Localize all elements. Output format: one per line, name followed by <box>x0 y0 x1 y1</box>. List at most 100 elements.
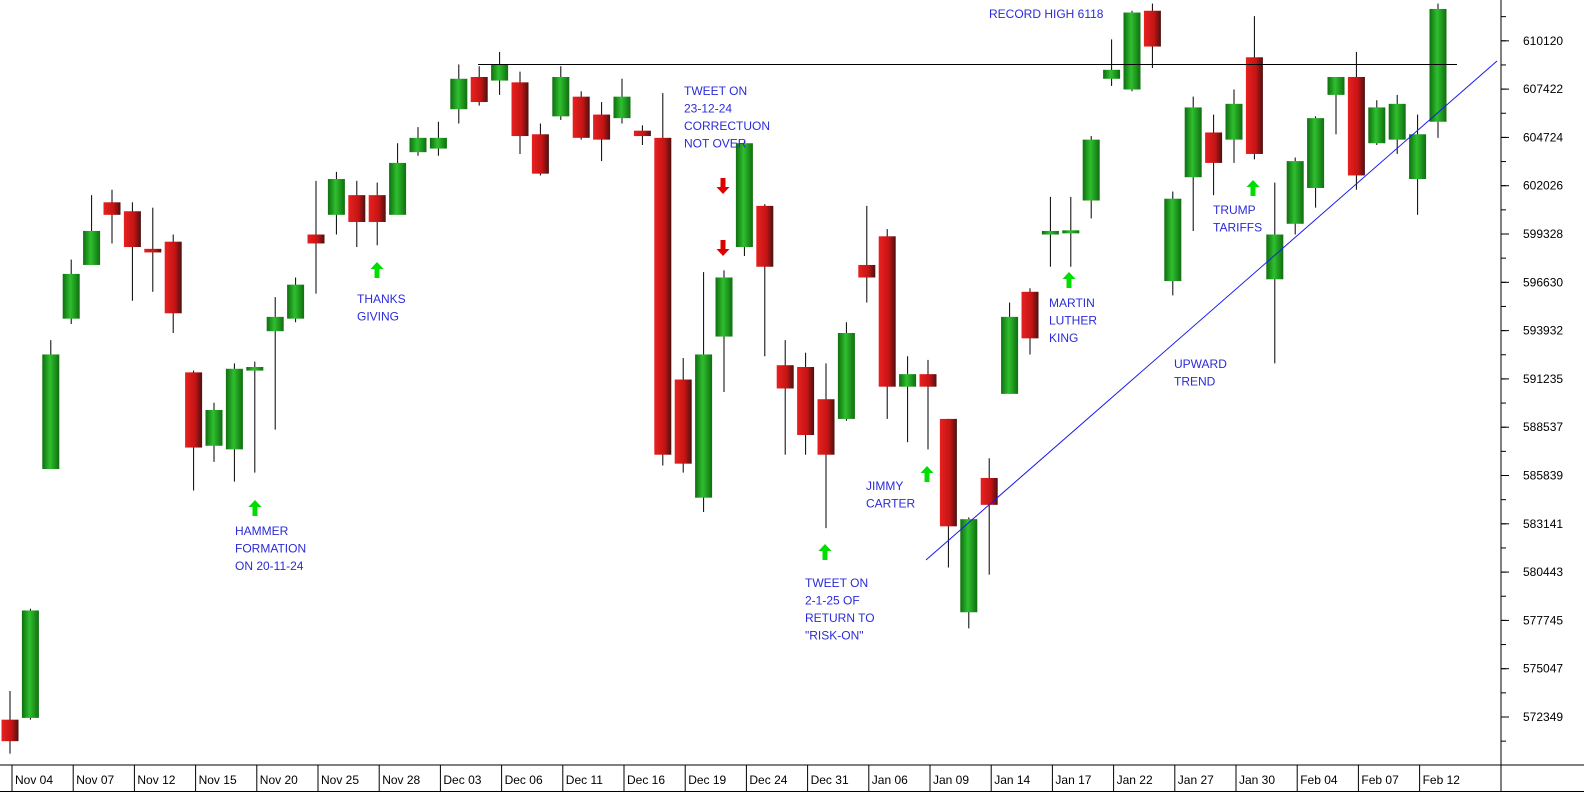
x-tick-label: Nov 15 <box>199 773 237 787</box>
y-tick-label: 599328 <box>1523 227 1563 241</box>
x-tick-label: Dec 31 <box>811 773 849 787</box>
candle <box>939 418 957 568</box>
candle-body-down <box>858 264 876 278</box>
candle <box>919 359 937 450</box>
candle-body-down <box>939 418 957 527</box>
x-tick-label: Nov 07 <box>76 773 114 787</box>
x-tick-label: Jan 30 <box>1239 773 1275 787</box>
candle <box>409 127 427 156</box>
candle <box>1327 76 1345 135</box>
candle <box>450 64 468 124</box>
candle <box>225 363 243 482</box>
candle <box>980 458 998 575</box>
candle-body-up <box>715 277 733 337</box>
candle-body-down <box>878 236 896 387</box>
candle-body-up <box>409 137 427 153</box>
candle <box>1429 3 1447 138</box>
candle-body-up <box>695 354 713 498</box>
candle <box>164 234 182 333</box>
y-tick-label: 580443 <box>1523 565 1563 579</box>
candle-body-down <box>1347 76 1365 176</box>
arrow-up-icon <box>1062 272 1076 288</box>
candle-body-up <box>1409 134 1427 180</box>
candle <box>123 202 141 301</box>
annotation-text: UPWARD TREND <box>1174 357 1227 389</box>
y-tick-label: 593932 <box>1523 324 1563 338</box>
candle <box>1 691 19 754</box>
candle-body-up <box>613 96 631 119</box>
x-tick-label: Jan 22 <box>1117 773 1153 787</box>
candle <box>1347 51 1365 190</box>
candle-body-up <box>1327 76 1345 95</box>
candle-body-up <box>1225 103 1243 140</box>
candle-body-up <box>1103 69 1121 79</box>
candle-body-down <box>470 76 488 103</box>
x-tick-label: Feb 12 <box>1423 773 1461 787</box>
arrow-up-icon <box>248 500 262 516</box>
candle <box>531 123 549 176</box>
upward-trend-line <box>925 60 1498 561</box>
candle-body-up <box>450 78 468 110</box>
annotation-text: HAMMER FORMATION ON 20-11-24 <box>235 524 306 573</box>
x-tick-label: Nov 20 <box>260 773 298 787</box>
candle <box>368 182 386 246</box>
x-tick-label: Jan 17 <box>1055 773 1091 787</box>
candle <box>42 340 60 470</box>
arrow-up-icon <box>920 466 934 482</box>
x-tick-label: Dec 11 <box>566 773 603 787</box>
candle <box>1164 191 1182 296</box>
candle-body-up <box>225 368 243 450</box>
candle <box>1409 114 1427 215</box>
candle <box>83 195 101 265</box>
annotation-text: THANKS GIVING <box>357 292 406 324</box>
x-axis: Nov 04 Nov 07 Nov 12 Nov 15 Nov 20 Nov 25 Nov … <box>0 764 1584 792</box>
candle <box>613 78 631 124</box>
x-tick-label: Dec 24 <box>749 773 787 787</box>
x-tick-label: Jan 06 <box>872 773 908 787</box>
candle-body-down <box>1245 57 1263 154</box>
candle <box>1368 100 1386 146</box>
candle-body-up <box>287 284 305 319</box>
x-tick-label: Jan 27 <box>1178 773 1214 787</box>
candle-body-down <box>1143 10 1161 47</box>
candle <box>1041 196 1059 267</box>
candle-body-down <box>654 137 672 455</box>
y-tick-label: 577745 <box>1523 613 1563 627</box>
candle <box>429 121 447 156</box>
candle-body-up <box>246 366 264 371</box>
candle-body-up <box>21 610 39 718</box>
candle-body-down <box>307 234 325 244</box>
candle <box>21 608 39 720</box>
candle <box>674 358 692 473</box>
candle <box>715 270 733 393</box>
candle <box>817 363 835 529</box>
candle-body-down <box>593 114 611 140</box>
candle-body-down <box>348 195 366 222</box>
candle-body-down <box>919 374 937 387</box>
candle <box>1307 116 1325 208</box>
candle <box>1103 39 1121 86</box>
x-tick-label: Nov 28 <box>382 773 420 787</box>
x-tick-label: Dec 06 <box>505 773 543 787</box>
candle-body-up <box>83 230 101 265</box>
candle <box>1225 89 1243 163</box>
candle <box>266 297 284 430</box>
y-axis: 572349 575047 577745 580443 583141 585839 5885… <box>1500 0 1563 765</box>
candle <box>1123 10 1141 92</box>
candle-body-down <box>674 379 692 464</box>
arrow-up-icon <box>370 262 384 278</box>
candle-body-down <box>817 399 835 455</box>
candle-body-down <box>980 477 998 505</box>
candle <box>1143 3 1161 69</box>
x-tick-label: Jan 09 <box>933 773 969 787</box>
candle <box>899 356 917 443</box>
annotation-text: TWEET ON 23-12-24 CORRECTUON NOT OVER <box>684 84 770 151</box>
candle <box>797 352 815 455</box>
candle-body-up <box>1164 198 1182 282</box>
candle <box>756 204 774 357</box>
candle-body-up <box>42 354 60 470</box>
arrow-up-icon <box>818 544 832 560</box>
candle <box>960 517 978 629</box>
x-tick-label: Nov 25 <box>321 773 359 787</box>
candle-body-up <box>389 162 407 215</box>
